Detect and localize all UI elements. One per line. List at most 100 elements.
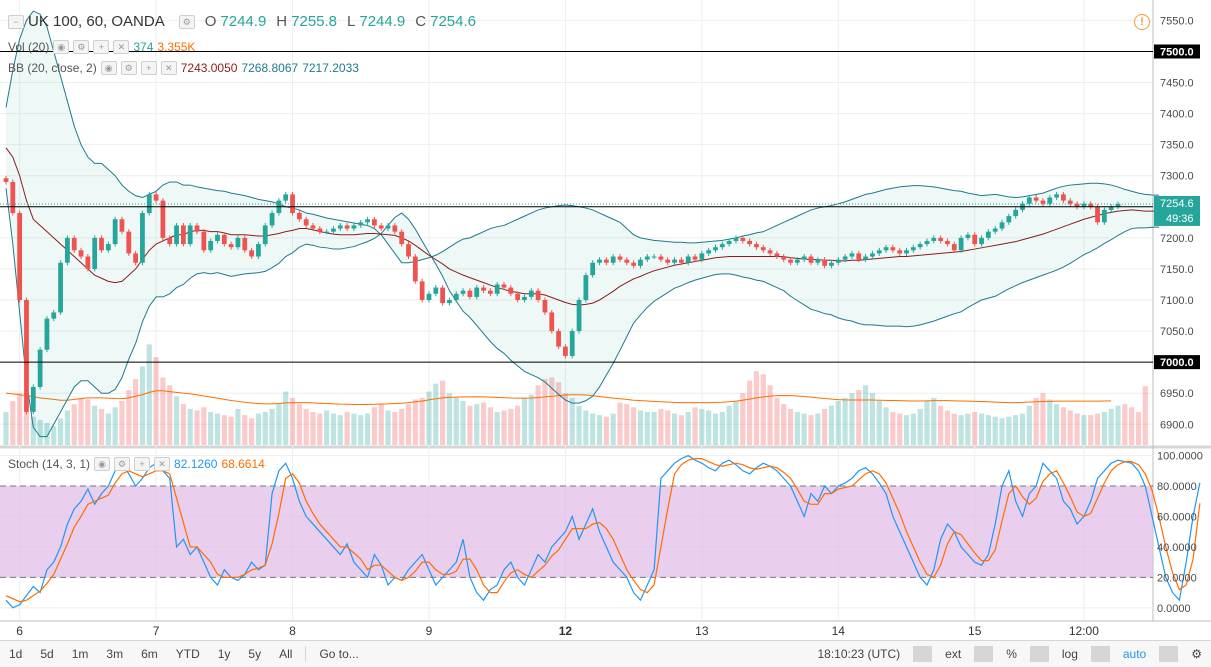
timeframe-5y[interactable]: 5y xyxy=(248,647,262,661)
candle-body xyxy=(105,244,111,251)
timeframe-1y[interactable]: 1y xyxy=(217,647,231,661)
volume-bar xyxy=(1108,408,1114,445)
volume-bar xyxy=(1054,404,1060,445)
eye-icon[interactable]: ◉ xyxy=(100,61,117,75)
volume-bar xyxy=(235,408,241,445)
candle-body xyxy=(685,256,691,263)
bb-legend-name[interactable]: BB (20, close, 2) xyxy=(8,61,97,75)
timeframe-6m[interactable]: 6m xyxy=(141,647,158,661)
close-icon[interactable]: ✕ xyxy=(154,457,171,471)
ext-toggle[interactable]: ext xyxy=(945,647,962,661)
timeframe-1m[interactable]: 1m xyxy=(71,647,89,661)
volume-bar xyxy=(180,404,186,445)
gear-icon[interactable]: ⚙ xyxy=(1191,647,1202,661)
candle-body xyxy=(235,237,241,248)
candle-body xyxy=(590,262,596,276)
settings-icon[interactable]: ⚙ xyxy=(178,14,195,29)
volume-ma-value: 3.355K xyxy=(157,40,196,54)
alert-icon[interactable]: ! xyxy=(1134,14,1150,30)
volume-bar xyxy=(794,412,800,445)
volume-bar xyxy=(678,415,684,445)
candle-body xyxy=(1013,209,1019,217)
volume-bar xyxy=(835,401,841,445)
gear-icon[interactable]: ⚙ xyxy=(120,61,137,75)
symbol-title[interactable]: UK 100, 60, OANDA xyxy=(28,13,165,30)
timeframe-3m[interactable]: 3m xyxy=(106,647,124,661)
horizontal-lines[interactable] xyxy=(0,50,1153,363)
time-tick-label: 12:00 xyxy=(1069,624,1099,638)
candle-body xyxy=(65,237,70,263)
volume-bar xyxy=(153,357,159,445)
goto-button[interactable]: Go to... xyxy=(319,647,359,661)
volume-bar xyxy=(658,408,664,445)
price-pane xyxy=(0,0,1153,446)
gear-icon[interactable]: ⚙ xyxy=(73,40,90,54)
timeframe-1d[interactable]: 1d xyxy=(9,647,23,661)
candle-body xyxy=(808,256,814,263)
timeframe-5d[interactable]: 5d xyxy=(40,647,54,661)
candle-body xyxy=(747,240,752,245)
volume-bar xyxy=(146,344,152,445)
candle-body xyxy=(638,259,643,266)
candle-body xyxy=(487,290,493,294)
percent-toggle[interactable]: % xyxy=(1006,647,1017,661)
volume-bar xyxy=(978,413,985,445)
add-icon[interactable]: + xyxy=(134,457,151,471)
candle-body xyxy=(153,194,159,201)
close-icon[interactable]: ✕ xyxy=(160,61,177,75)
add-icon[interactable]: + xyxy=(93,40,110,54)
collapse-icon[interactable]: − xyxy=(8,14,24,29)
candle-body xyxy=(140,213,145,263)
timeframe-ytd[interactable]: YTD xyxy=(175,647,200,661)
candle-body xyxy=(180,225,186,245)
candle-body xyxy=(979,237,984,245)
volume-legend-name[interactable]: Vol (20) xyxy=(8,40,50,54)
volume-bar xyxy=(781,404,787,445)
volume-bar xyxy=(501,410,507,445)
volume-bar xyxy=(10,401,16,445)
candle-body xyxy=(24,300,29,412)
volume-bar xyxy=(787,408,794,445)
volume-bar xyxy=(487,407,493,445)
candle-body xyxy=(938,237,944,241)
candle-body xyxy=(760,247,766,251)
candle-body xyxy=(433,287,439,294)
candle-body xyxy=(160,200,166,238)
candle-body xyxy=(556,331,561,347)
gear-icon[interactable]: ⚙ xyxy=(114,457,131,471)
volume-bar xyxy=(296,404,302,445)
log-toggle[interactable]: log xyxy=(1061,647,1078,661)
candles xyxy=(3,175,1121,415)
stoch-legend-name[interactable]: Stoch (14, 3, 1) xyxy=(8,457,91,471)
auto-toggle[interactable]: auto xyxy=(1122,647,1147,661)
candle-body xyxy=(337,225,343,229)
volume-bar xyxy=(828,405,835,445)
close-label: C xyxy=(415,13,427,30)
candle-body xyxy=(767,250,773,254)
timeframe-all[interactable]: All xyxy=(279,647,293,661)
volume-bar xyxy=(869,393,875,445)
volume-bar xyxy=(726,405,732,445)
clock-time[interactable]: 18:10:23 (UTC) xyxy=(817,647,901,661)
bb-lower-line xyxy=(5,188,1159,438)
volume-legend: Vol (20) ◉ ⚙ + ✕ 374 3.355K xyxy=(8,40,195,54)
hline-price-box xyxy=(1154,355,1200,370)
time-tick-label: 6 xyxy=(16,624,23,638)
candle-body xyxy=(972,234,978,245)
eye-icon[interactable]: ◉ xyxy=(94,457,111,471)
add-icon[interactable]: + xyxy=(140,61,157,75)
price-tick-label: 7050.0 xyxy=(1160,326,1194,338)
volume-bar xyxy=(1135,412,1142,445)
candle-body xyxy=(515,293,521,300)
volume-bar xyxy=(392,412,398,445)
price-tick-label: 7150.0 xyxy=(1160,264,1194,276)
candle-body xyxy=(999,222,1005,229)
eye-icon[interactable]: ◉ xyxy=(53,40,70,54)
close-icon[interactable]: ✕ xyxy=(113,40,130,54)
stoch-tick-label: 80.0000 xyxy=(1157,481,1197,493)
candle-body xyxy=(419,281,425,300)
candle-body xyxy=(794,259,800,263)
volume-bar xyxy=(412,399,418,445)
last-price-box xyxy=(1154,195,1200,226)
volume-bar xyxy=(440,380,446,445)
